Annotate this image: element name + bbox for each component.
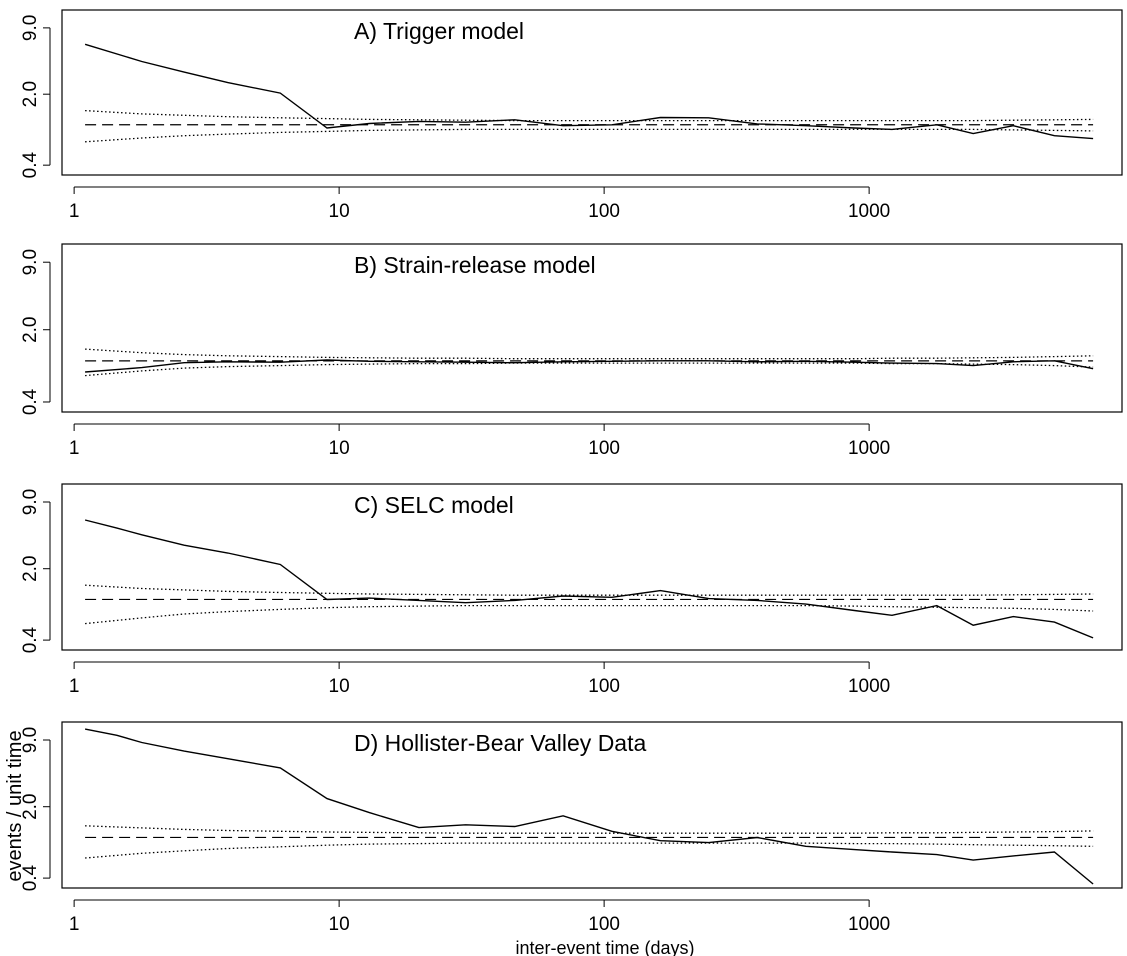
x-tick-label: 1 [69,914,80,935]
y-tick-label: 0.4 [20,388,41,415]
data-series-line [85,359,1094,373]
panel-a: A) Trigger model 1 10 100 1000 0.4 2.0 9.0 [20,9,1123,222]
x-tick-label: 1000 [848,676,890,697]
x-tick-label: 100 [588,914,620,935]
x-tick-label: 1000 [848,201,890,222]
confidence-band-line [85,584,1094,596]
confidence-band-line [85,825,1094,834]
x-tick-label: 100 [588,438,620,459]
plot-frame [61,9,1123,176]
x-tick-label: 1 [69,676,80,697]
x-tick-label: 1 [69,201,80,222]
confidence-band-line [85,348,1094,360]
x-tick-label: 1000 [848,914,890,935]
confidence-band-line [85,362,1094,377]
confidence-band-line [85,604,1094,625]
confidence-band-line [85,842,1094,859]
x-tick-label: 1 [69,438,80,459]
panel-title: A) Trigger model [354,18,524,44]
confidence-band-line [85,109,1094,122]
x-tick-label: 1000 [848,438,890,459]
x-axis-label: inter-event time (days) [515,938,694,956]
x-tick-label: 100 [588,201,620,222]
y-tick-label: 0.4 [20,626,41,653]
y-tick-label: 9.0 [20,489,41,515]
y-tick-label: 2.0 [20,81,41,107]
panel-title: B) Strain-release model [354,252,596,278]
data-series-line [84,519,1094,639]
y-tick-label: 9.0 [20,727,41,753]
panel-title: C) SELC model [354,492,514,518]
y-tick-label: 9.0 [20,249,41,275]
panel-d: D) Hollister-Bear Valley Data 1 10 100 1000 0… [20,721,1123,935]
y-axis-label: events / unit time [4,730,26,881]
y-tick-label: 0.4 [20,864,41,891]
data-series-line [84,728,1094,885]
y-tick-label: 0.4 [20,152,41,179]
x-tick-label: 10 [329,914,350,935]
y-tick-label: 2.0 [20,793,41,819]
y-tick-label: 2.0 [20,555,41,581]
panel-c: C) SELC model 1 10 100 1000 0.4 2.0 9.0 [20,483,1123,697]
data-series-line [84,43,1094,140]
plot-frame [61,483,1123,651]
panel-title: D) Hollister-Bear Valley Data [354,730,646,756]
x-tick-label: 100 [588,676,620,697]
x-tick-label: 10 [329,201,350,222]
y-tick-label: 2.0 [20,317,41,343]
panel-b: B) Strain-release model 1 10 100 1000 0.4 2.0 9… [20,243,1123,459]
plot-frame [61,243,1123,413]
y-tick-label: 9.0 [20,15,41,41]
confidence-band-line [85,128,1094,143]
x-tick-label: 10 [329,676,350,697]
x-tick-label: 10 [329,438,350,459]
plot-frame [61,721,1123,889]
